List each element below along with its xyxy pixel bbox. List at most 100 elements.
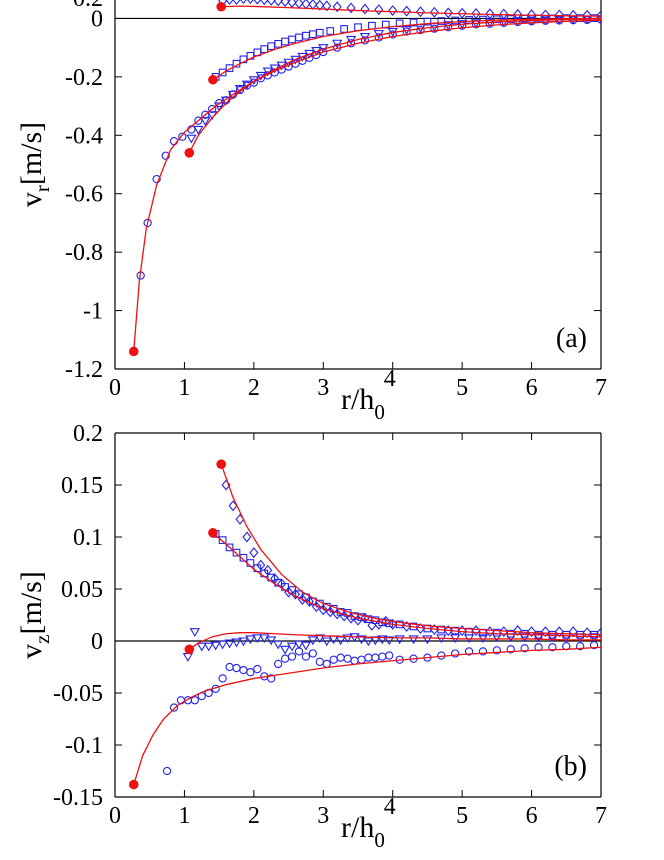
data-point-diamond bbox=[429, 6, 439, 18]
data-point-circle bbox=[360, 36, 370, 45]
data-point-circle bbox=[301, 652, 311, 661]
data-point-square bbox=[423, 17, 432, 26]
data-point-triangle bbox=[345, 35, 357, 45]
data-point-circle bbox=[322, 659, 331, 669]
data-point-triangle bbox=[307, 636, 319, 646]
data-point-diamond bbox=[388, 5, 398, 17]
fit-curve bbox=[220, 463, 601, 636]
fit-start-point bbox=[128, 779, 139, 790]
data-point-circle bbox=[451, 649, 460, 658]
data-point-triangle bbox=[293, 640, 305, 650]
data-point-diamond bbox=[499, 8, 509, 20]
series-diamonds bbox=[218, 0, 601, 21]
data-point-diamond bbox=[256, 559, 266, 571]
y-tick-label: -0.05 bbox=[53, 681, 103, 707]
y-tick-label: 0.15 bbox=[61, 473, 103, 499]
data-point-triangle bbox=[588, 633, 600, 643]
data-point-diamond bbox=[240, 0, 247, 5]
data-point-triangle bbox=[422, 635, 433, 645]
plot-area bbox=[128, 459, 601, 790]
data-point-square bbox=[506, 15, 515, 23]
data-point-diamond bbox=[596, 627, 601, 639]
plot-area bbox=[128, 0, 601, 357]
y-tick-label: -1 bbox=[83, 299, 103, 325]
data-point-circle bbox=[346, 39, 356, 48]
data-point-triangle bbox=[266, 636, 277, 646]
fit-curve bbox=[212, 532, 601, 638]
data-point-diamond bbox=[332, 1, 342, 13]
panel-b: 0 1 2 3 5 6 7 4 -0.15 -0.1 -0.05 0 0.05 0.1 0.15 0.2 r/h… bbox=[15, 421, 607, 852]
series-circles bbox=[136, 15, 601, 280]
data-point-square bbox=[225, 543, 234, 552]
data-point-diamond bbox=[443, 625, 453, 637]
data-point-diamond bbox=[263, 564, 273, 576]
data-point-diamond bbox=[308, 0, 318, 10]
data-point-square bbox=[267, 42, 276, 51]
data-point-triangle bbox=[533, 633, 544, 643]
data-point-diamond bbox=[225, 0, 234, 5]
data-point-circle bbox=[201, 110, 210, 119]
data-point-circle bbox=[218, 674, 227, 683]
data-point-triangle bbox=[279, 645, 291, 655]
y-tick-label: -0.2 bbox=[65, 65, 103, 91]
data-point-diamond bbox=[273, 0, 283, 7]
x-tick-label: 0 bbox=[109, 803, 121, 829]
data-point-circle bbox=[169, 136, 179, 146]
y-tick-label: -0.4 bbox=[65, 123, 103, 149]
x-axis-title: r/h0 bbox=[341, 383, 385, 424]
data-point-diamond bbox=[374, 4, 384, 16]
series-diamonds bbox=[221, 479, 601, 639]
fit-start-point bbox=[208, 74, 218, 85]
fit-start-point bbox=[216, 1, 227, 12]
data-point-square bbox=[493, 15, 501, 24]
data-point-diamond bbox=[471, 7, 481, 19]
data-point-diamond bbox=[513, 625, 523, 637]
data-point-diamond bbox=[527, 626, 537, 638]
data-point-square bbox=[315, 28, 324, 37]
fit-curve bbox=[221, 5, 601, 17]
fit-curve bbox=[133, 646, 601, 785]
data-point-diamond bbox=[540, 626, 550, 638]
data-point-square bbox=[354, 23, 362, 32]
data-point-triangle bbox=[217, 640, 228, 650]
data-point-circle bbox=[239, 665, 248, 675]
y-tick-label-partial: 0.2 bbox=[73, 0, 103, 12]
data-point-diamond bbox=[266, 0, 276, 6]
y-tick-label: 0.2 bbox=[73, 421, 103, 447]
data-point-circle bbox=[506, 645, 515, 654]
fit-start-point bbox=[128, 346, 139, 357]
data-point-circle bbox=[329, 655, 338, 664]
data-point-circle bbox=[492, 646, 502, 655]
x-tick-label: 3 bbox=[317, 375, 329, 401]
data-point-diamond bbox=[235, 513, 245, 525]
data-point-diamond bbox=[471, 625, 481, 637]
data-point-circle bbox=[190, 696, 199, 705]
data-point-diamond bbox=[253, 0, 262, 5]
data-point-square bbox=[340, 25, 348, 33]
data-point-circle bbox=[315, 657, 324, 666]
data-point-triangle bbox=[272, 640, 284, 650]
data-point-circle bbox=[232, 663, 241, 673]
x-tick-label: 2 bbox=[248, 803, 260, 829]
data-point-circle bbox=[287, 652, 297, 661]
data-point-triangle bbox=[283, 58, 294, 68]
data-point-diamond bbox=[232, 0, 241, 5]
data-point-triangle bbox=[224, 639, 235, 649]
x-tick-label: 1 bbox=[178, 375, 190, 401]
data-point-diamond bbox=[247, 0, 254, 5]
data-point-circle bbox=[308, 649, 318, 658]
data-point-square bbox=[437, 17, 446, 25]
data-point-circle bbox=[534, 643, 543, 652]
data-point-diamond bbox=[280, 0, 290, 7]
data-point-diamond bbox=[596, 10, 601, 21]
data-point-diamond bbox=[485, 8, 495, 20]
data-point-triangle bbox=[245, 635, 256, 645]
data-point-circle bbox=[143, 218, 152, 228]
data-point-diamond bbox=[582, 627, 592, 639]
data-point-triangle bbox=[200, 117, 211, 126]
data-point-diamond bbox=[242, 531, 252, 543]
fit-curve bbox=[188, 632, 601, 650]
data-point-diamond bbox=[315, 0, 325, 11]
series-circles bbox=[162, 641, 599, 776]
fit-curve bbox=[212, 17, 601, 81]
